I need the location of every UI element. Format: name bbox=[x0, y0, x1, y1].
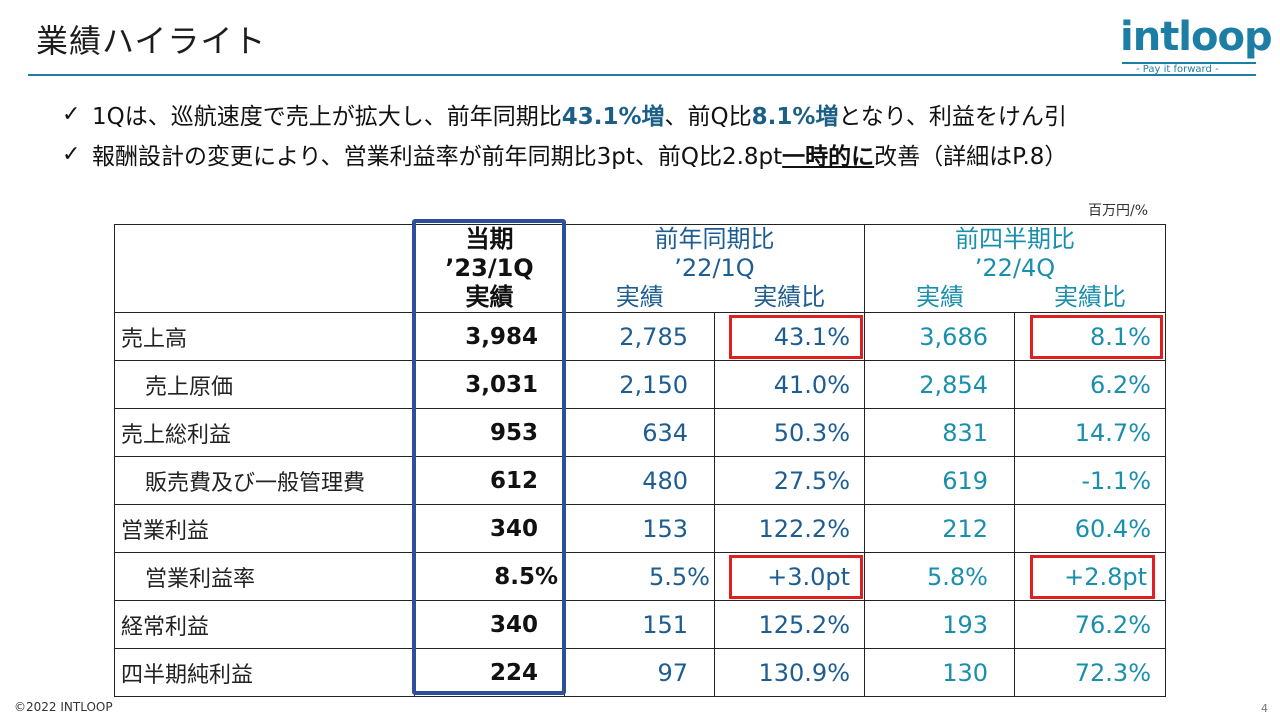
table-row: 売上高 3,984 2,785 43.1% 3,686 8.1% bbox=[114, 312, 1166, 361]
qoq-actual: 619 bbox=[864, 456, 1015, 505]
qoq-ratio-value: +2.8pt bbox=[1064, 562, 1147, 591]
bullet-item: ✓ 1Qは、巡航速度で売上が拡大し、前年同期比 43.1%増 、前Q比 8.1%… bbox=[62, 94, 1067, 134]
yoy-ratio: 122.2% bbox=[714, 504, 865, 553]
bullet-item: ✓ 報酬設計の変更により、営業利益率が前年同期比3pt、前Q比2.8pt 一時的… bbox=[62, 134, 1067, 174]
yoy-actual: 97 bbox=[564, 648, 715, 697]
page-number: 4 bbox=[1261, 702, 1268, 715]
header-empty-cell bbox=[114, 224, 415, 313]
table-row: 四半期純利益 224 97 130.9% 130 72.3% bbox=[114, 648, 1166, 697]
qoq-actual: 130 bbox=[864, 648, 1015, 697]
bullet-text: 、前Q比 bbox=[664, 104, 752, 130]
company-logo: intloop - Pay it forward - bbox=[1120, 14, 1273, 76]
bullet-text: 改善（詳細はP.8） bbox=[874, 144, 1068, 170]
logo-wordmark: intloop bbox=[1120, 14, 1273, 60]
header-yoy: 前年同期比 ’22/1Q 実績 実績比 bbox=[564, 224, 865, 313]
bullet-emphasis: 一時的に bbox=[782, 144, 875, 170]
bullet-text: 1Qは、巡航速度で売上が拡大し、前年同期比 bbox=[92, 104, 562, 130]
row-label: 売上高 bbox=[114, 312, 415, 361]
row-label: 営業利益率 bbox=[114, 552, 415, 601]
current-value: 224 bbox=[414, 648, 565, 697]
header-current-period: ’23/1Q bbox=[445, 254, 534, 282]
table-header-row: 当期 ’23/1Q 実績 前年同期比 ’22/1Q 実績 実績比 前四半期比 ’… bbox=[114, 224, 1166, 313]
current-value: 8.5% bbox=[414, 552, 565, 601]
qoq-ratio: 6.2% bbox=[1014, 360, 1166, 409]
qoq-ratio: +2.8pt bbox=[1014, 552, 1166, 601]
copyright: ©2022 INTLOOP bbox=[14, 700, 113, 714]
bullet-text: となり、利益をけん引 bbox=[838, 104, 1067, 130]
header-yoy-period: ’22/1Q bbox=[674, 254, 755, 282]
yoy-ratio: +3.0pt bbox=[714, 552, 865, 601]
yoy-actual: 2,150 bbox=[564, 360, 715, 409]
yoy-actual: 634 bbox=[564, 408, 715, 457]
header-current-label: 当期 bbox=[465, 225, 514, 253]
bullet-highlight: 43.1%増 bbox=[561, 104, 665, 130]
qoq-actual: 5.8% bbox=[864, 552, 1015, 601]
qoq-ratio: 72.3% bbox=[1014, 648, 1166, 697]
yoy-ratio: 125.2% bbox=[714, 600, 865, 649]
check-icon: ✓ bbox=[62, 101, 81, 127]
row-label: 販売費及び一般管理費 bbox=[114, 456, 415, 505]
header-qoq-actual: 実績 bbox=[916, 283, 964, 311]
header-qoq-ratio: 実績比 bbox=[1054, 283, 1126, 311]
qoq-ratio: 76.2% bbox=[1014, 600, 1166, 649]
title-divider bbox=[28, 74, 1256, 76]
header-qoq-period: ’22/4Q bbox=[974, 254, 1056, 282]
financial-table: 当期 ’23/1Q 実績 前年同期比 ’22/1Q 実績 実績比 前四半期比 ’… bbox=[114, 224, 1166, 697]
header-yoy-title: 前年同期比 bbox=[654, 225, 775, 253]
yoy-ratio: 27.5% bbox=[714, 456, 865, 505]
header-yoy-actual: 実績 bbox=[615, 283, 664, 311]
bullet-highlight: 8.1%増 bbox=[751, 104, 839, 130]
row-label: 四半期純利益 bbox=[114, 648, 415, 697]
qoq-ratio-value: 8.1% bbox=[1090, 322, 1151, 351]
yoy-ratio-value: +3.0pt bbox=[767, 562, 850, 591]
yoy-actual: 151 bbox=[564, 600, 715, 649]
check-icon: ✓ bbox=[62, 141, 81, 167]
table-row: 販売費及び一般管理費 612 480 27.5% 619 -1.1% bbox=[114, 456, 1166, 505]
header-yoy-ratio: 実績比 bbox=[753, 283, 826, 311]
yoy-actual: 153 bbox=[564, 504, 715, 553]
qoq-actual: 831 bbox=[864, 408, 1015, 457]
yoy-ratio: 43.1% bbox=[714, 312, 865, 361]
header-current-sub: 実績 bbox=[465, 283, 514, 311]
current-period-highlight-frame bbox=[412, 219, 566, 695]
table-row: 経常利益 340 151 125.2% 193 76.2% bbox=[114, 600, 1166, 649]
row-label: 売上総利益 bbox=[114, 408, 415, 457]
row-label: 売上原価 bbox=[114, 360, 415, 409]
yoy-actual: 480 bbox=[564, 456, 715, 505]
qoq-ratio: 60.4% bbox=[1014, 504, 1166, 553]
qoq-actual: 2,854 bbox=[864, 360, 1015, 409]
highlight-bullets: ✓ 1Qは、巡航速度で売上が拡大し、前年同期比 43.1%増 、前Q比 8.1%… bbox=[62, 94, 1067, 174]
yoy-ratio: 130.9% bbox=[714, 648, 865, 697]
row-label: 営業利益 bbox=[114, 504, 415, 553]
yoy-actual: 5.5% bbox=[564, 552, 715, 601]
qoq-ratio: -1.1% bbox=[1014, 456, 1166, 505]
header-qoq-title: 前四半期比 bbox=[955, 225, 1075, 253]
page-title: 業績ハイライト bbox=[36, 22, 267, 60]
yoy-ratio: 41.0% bbox=[714, 360, 865, 409]
table-row: 売上総利益 953 634 50.3% 831 14.7% bbox=[114, 408, 1166, 457]
current-value: 953 bbox=[414, 408, 565, 457]
table-row: 営業利益率 8.5% 5.5% +3.0pt 5.8% +2.8pt bbox=[114, 552, 1166, 601]
qoq-actual: 212 bbox=[864, 504, 1015, 553]
yoy-ratio-value: 43.1% bbox=[773, 322, 850, 351]
qoq-actual: 193 bbox=[864, 600, 1015, 649]
qoq-ratio: 8.1% bbox=[1014, 312, 1166, 361]
table-row: 営業利益 340 153 122.2% 212 60.4% bbox=[114, 504, 1166, 553]
yoy-actual: 2,785 bbox=[564, 312, 715, 361]
header-current: 当期 ’23/1Q 実績 bbox=[414, 224, 565, 313]
qoq-actual: 3,686 bbox=[864, 312, 1015, 361]
unit-note: 百万円/% bbox=[1088, 203, 1149, 219]
current-value: 340 bbox=[414, 600, 565, 649]
table-row: 売上原価 3,031 2,150 41.0% 2,854 6.2% bbox=[114, 360, 1166, 409]
header-qoq: 前四半期比 ’22/4Q 実績 実績比 bbox=[864, 224, 1166, 313]
logo-tagline: - Pay it forward - bbox=[1136, 64, 1219, 75]
logo-underline bbox=[1122, 62, 1256, 64]
qoq-ratio: 14.7% bbox=[1014, 408, 1166, 457]
current-value: 3,984 bbox=[414, 312, 565, 361]
bullet-text: 報酬設計の変更により、営業利益率が前年同期比3pt、前Q比2.8pt bbox=[92, 144, 783, 170]
yoy-ratio: 50.3% bbox=[714, 408, 865, 457]
row-label: 経常利益 bbox=[114, 600, 415, 649]
